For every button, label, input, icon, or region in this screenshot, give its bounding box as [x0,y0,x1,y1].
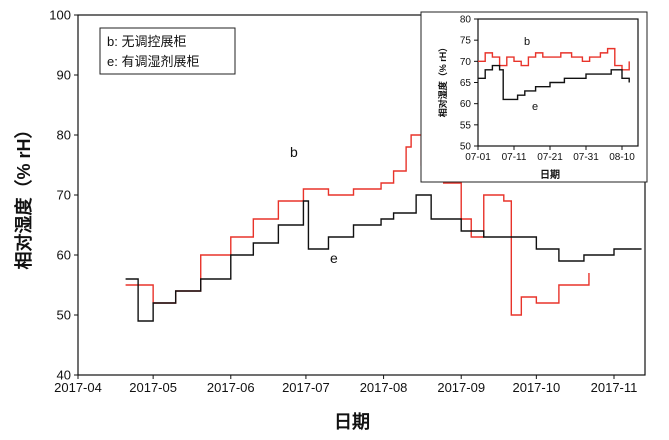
y-tick-label: 100 [49,8,71,23]
y-tick-label: 55 [460,120,472,131]
annotation-e: e [330,250,338,266]
x-tick-label: 2017-10 [512,380,560,395]
series-line-b [125,134,590,316]
y-tick-label: 50 [57,308,71,323]
inset-box [420,11,648,183]
y-tick-label: 65 [460,78,472,89]
y-tick-label: 80 [57,128,71,143]
y-axis-label: 相对湿度（% rH） [13,120,34,269]
x-tick-label: 07-11 [502,152,527,163]
inset-x-axis-label: 日期 [540,168,560,181]
legend: b: 无调控展柜 e: 有调湿剂展柜 [99,27,236,75]
y-tick-label: 70 [460,57,472,68]
x-tick-label: 07-21 [537,152,563,163]
legend-entry-b: b: 无调控展柜 [107,34,186,49]
x-tick-label: 08-10 [609,152,635,163]
y-tick-label: 50 [460,142,472,153]
inset-annotation-b: b [524,36,530,48]
x-tick-label: 2017-04 [54,380,102,395]
x-axis-label: 日期 [334,412,370,432]
x-tick-label: 2017-05 [129,380,177,395]
legend-entry-e: e: 有调湿剂展柜 [107,54,199,69]
series-line-e [478,64,630,101]
x-tick-label: 2017-08 [360,380,408,395]
y-tick-label: 40 [57,368,71,383]
y-tick-label: 90 [57,68,71,83]
y-tick-label: 80 [460,15,472,26]
series-line-b [478,47,630,71]
y-tick-label: 60 [460,99,472,110]
x-tick-label: 2017-09 [437,380,485,395]
inset-y-axis-label: 相对湿度（% rH） [437,43,448,118]
x-tick-label: 07-31 [573,152,599,163]
y-tick-label: 70 [57,188,71,203]
x-tick-label: 2017-06 [207,380,255,395]
x-tick-label: 2017-07 [282,380,330,395]
y-tick-label: 60 [57,248,71,263]
x-tick-label: 07-01 [465,152,491,163]
inset-annotation-e: e [532,101,538,113]
x-tick-label: 2017-11 [591,380,638,395]
series-line-e [125,194,642,322]
annotation-b: b [290,144,298,160]
y-tick-label: 75 [460,36,472,47]
